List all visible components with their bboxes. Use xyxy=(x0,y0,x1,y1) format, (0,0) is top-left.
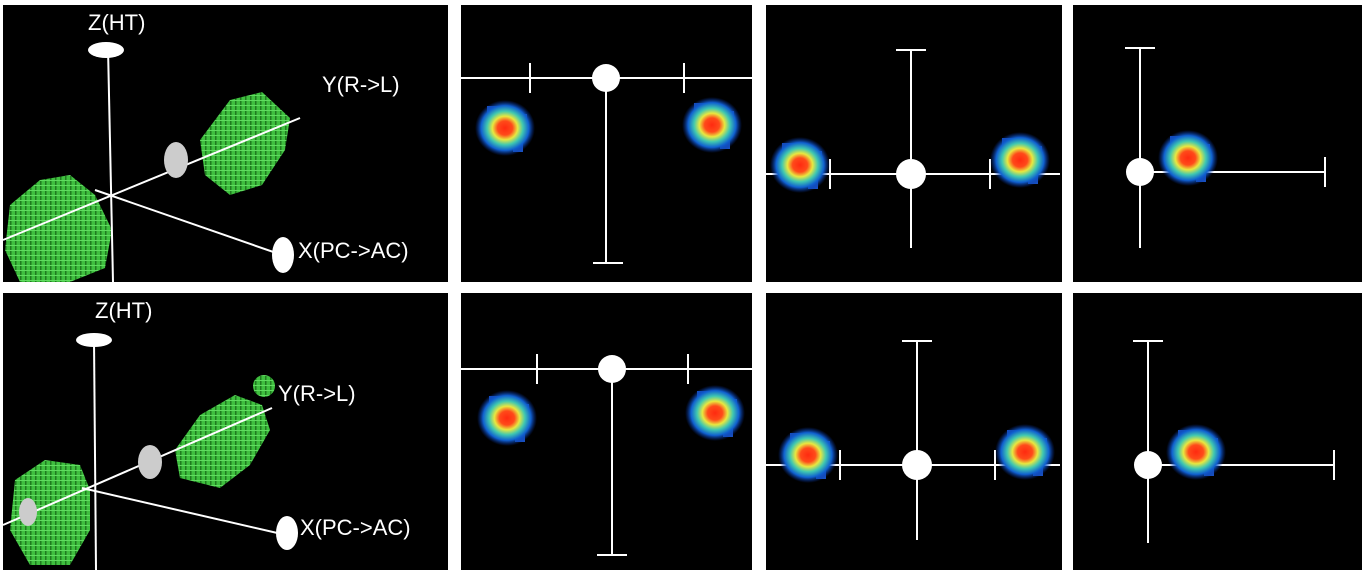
y-label: Y(R->L) xyxy=(278,381,356,406)
y-label: Y(R->L) xyxy=(322,72,400,97)
x-label: X(PC->AC) xyxy=(300,515,411,540)
figure: Z(HT) Y(R->L) X(PC->AC) Z(HT) Y(R->L) X(… xyxy=(0,0,1367,574)
z-label: Z(HT) xyxy=(95,298,152,323)
x-label: X(PC->AC) xyxy=(298,238,409,263)
panels xyxy=(3,5,1362,570)
z-label: Z(HT) xyxy=(88,10,145,35)
